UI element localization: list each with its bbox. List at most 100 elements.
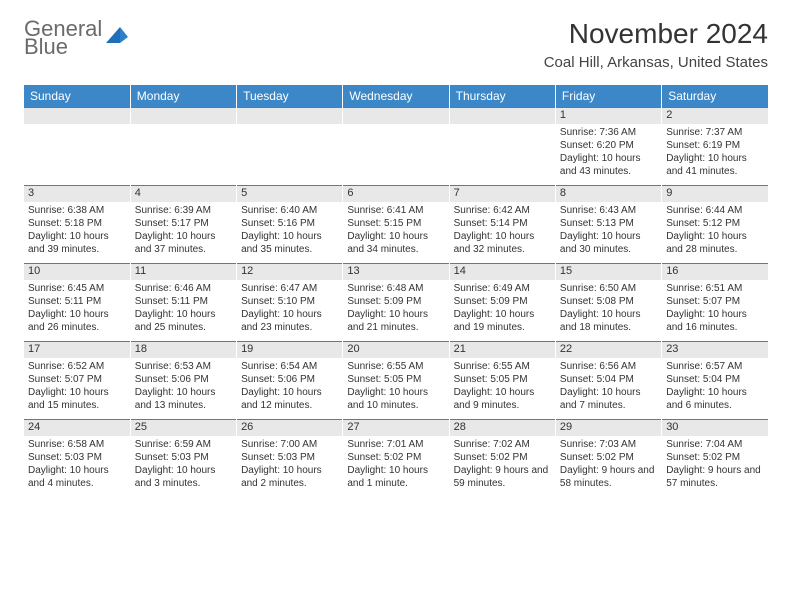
daylight-line: Daylight: 10 hours and 21 minutes. bbox=[347, 308, 444, 334]
sunrise-line: Sunrise: 7:02 AM bbox=[454, 438, 551, 451]
day-content-cell: Sunrise: 6:55 AMSunset: 5:05 PMDaylight:… bbox=[449, 358, 555, 420]
sunrise-line: Sunrise: 6:49 AM bbox=[454, 282, 551, 295]
day-content-cell: Sunrise: 6:55 AMSunset: 5:05 PMDaylight:… bbox=[343, 358, 449, 420]
day-number-cell: 25 bbox=[130, 420, 236, 436]
day-number-cell: 3 bbox=[24, 186, 130, 202]
day-content-cell: Sunrise: 6:53 AMSunset: 5:06 PMDaylight:… bbox=[130, 358, 236, 420]
day-content-cell: Sunrise: 7:37 AMSunset: 6:19 PMDaylight:… bbox=[662, 124, 768, 186]
content-row: Sunrise: 7:36 AMSunset: 6:20 PMDaylight:… bbox=[24, 124, 768, 186]
logo: General Blue bbox=[24, 18, 130, 58]
daylight-line: Daylight: 9 hours and 59 minutes. bbox=[454, 464, 551, 490]
day-content-cell: Sunrise: 6:46 AMSunset: 5:11 PMDaylight:… bbox=[130, 280, 236, 342]
header: General Blue November 2024 Coal Hill, Ar… bbox=[0, 0, 792, 77]
sunrise-line: Sunrise: 6:56 AM bbox=[560, 360, 657, 373]
sunset-line: Sunset: 5:07 PM bbox=[28, 373, 126, 386]
logo-text-block: General Blue bbox=[24, 18, 102, 58]
sunset-line: Sunset: 5:12 PM bbox=[666, 217, 764, 230]
day-header: Wednesday bbox=[343, 85, 449, 108]
daylight-line: Daylight: 10 hours and 7 minutes. bbox=[560, 386, 657, 412]
day-content-cell: Sunrise: 7:00 AMSunset: 5:03 PMDaylight:… bbox=[237, 436, 343, 498]
daylight-line: Daylight: 10 hours and 4 minutes. bbox=[28, 464, 126, 490]
sunset-line: Sunset: 5:03 PM bbox=[28, 451, 126, 464]
day-content-cell: Sunrise: 6:49 AMSunset: 5:09 PMDaylight:… bbox=[449, 280, 555, 342]
daylight-line: Daylight: 10 hours and 39 minutes. bbox=[28, 230, 126, 256]
day-number-cell: 26 bbox=[237, 420, 343, 436]
sunrise-line: Sunrise: 6:41 AM bbox=[347, 204, 444, 217]
sunset-line: Sunset: 5:11 PM bbox=[28, 295, 126, 308]
daylight-line: Daylight: 10 hours and 32 minutes. bbox=[454, 230, 551, 256]
day-number-cell: 6 bbox=[343, 186, 449, 202]
daylight-line: Daylight: 10 hours and 35 minutes. bbox=[241, 230, 338, 256]
day-content-cell: Sunrise: 6:42 AMSunset: 5:14 PMDaylight:… bbox=[449, 202, 555, 264]
day-content-cell: Sunrise: 6:52 AMSunset: 5:07 PMDaylight:… bbox=[24, 358, 130, 420]
day-number-cell: 7 bbox=[449, 186, 555, 202]
day-number-cell: 1 bbox=[555, 108, 661, 124]
sunset-line: Sunset: 5:15 PM bbox=[347, 217, 444, 230]
sunrise-line: Sunrise: 6:43 AM bbox=[560, 204, 657, 217]
sunset-line: Sunset: 6:20 PM bbox=[560, 139, 657, 152]
day-header: Friday bbox=[555, 85, 661, 108]
sunset-line: Sunset: 5:06 PM bbox=[135, 373, 232, 386]
sunrise-line: Sunrise: 6:55 AM bbox=[347, 360, 444, 373]
daylight-line: Daylight: 10 hours and 3 minutes. bbox=[135, 464, 232, 490]
day-content-cell: Sunrise: 6:57 AMSunset: 5:04 PMDaylight:… bbox=[662, 358, 768, 420]
calendar-body: 12Sunrise: 7:36 AMSunset: 6:20 PMDayligh… bbox=[24, 108, 768, 498]
day-number-cell: 21 bbox=[449, 342, 555, 358]
daynum-row: 12 bbox=[24, 108, 768, 124]
day-number-cell: 24 bbox=[24, 420, 130, 436]
calendar-header-row: SundayMondayTuesdayWednesdayThursdayFrid… bbox=[24, 85, 768, 108]
daylight-line: Daylight: 10 hours and 1 minute. bbox=[347, 464, 444, 490]
sunrise-line: Sunrise: 7:03 AM bbox=[560, 438, 657, 451]
day-content-cell: Sunrise: 6:43 AMSunset: 5:13 PMDaylight:… bbox=[555, 202, 661, 264]
daylight-line: Daylight: 10 hours and 16 minutes. bbox=[666, 308, 764, 334]
day-content-cell: Sunrise: 6:40 AMSunset: 5:16 PMDaylight:… bbox=[237, 202, 343, 264]
daylight-line: Daylight: 10 hours and 2 minutes. bbox=[241, 464, 338, 490]
sunset-line: Sunset: 5:18 PM bbox=[28, 217, 126, 230]
day-content-cell: Sunrise: 6:48 AMSunset: 5:09 PMDaylight:… bbox=[343, 280, 449, 342]
day-number-cell: 16 bbox=[662, 264, 768, 280]
day-number-cell: 19 bbox=[237, 342, 343, 358]
daylight-line: Daylight: 10 hours and 18 minutes. bbox=[560, 308, 657, 334]
sunset-line: Sunset: 5:11 PM bbox=[135, 295, 232, 308]
sunset-line: Sunset: 5:09 PM bbox=[454, 295, 551, 308]
sunset-line: Sunset: 5:04 PM bbox=[666, 373, 764, 386]
sunrise-line: Sunrise: 6:51 AM bbox=[666, 282, 764, 295]
sunset-line: Sunset: 5:02 PM bbox=[347, 451, 444, 464]
daylight-line: Daylight: 9 hours and 58 minutes. bbox=[560, 464, 657, 490]
day-content-cell: Sunrise: 6:51 AMSunset: 5:07 PMDaylight:… bbox=[662, 280, 768, 342]
sunset-line: Sunset: 5:03 PM bbox=[135, 451, 232, 464]
sunset-line: Sunset: 5:03 PM bbox=[241, 451, 338, 464]
day-number-cell: 22 bbox=[555, 342, 661, 358]
sunrise-line: Sunrise: 6:44 AM bbox=[666, 204, 764, 217]
sunrise-line: Sunrise: 6:40 AM bbox=[241, 204, 338, 217]
day-content-cell: Sunrise: 7:02 AMSunset: 5:02 PMDaylight:… bbox=[449, 436, 555, 498]
content-row: Sunrise: 6:38 AMSunset: 5:18 PMDaylight:… bbox=[24, 202, 768, 264]
day-content-cell: Sunrise: 6:45 AMSunset: 5:11 PMDaylight:… bbox=[24, 280, 130, 342]
sunrise-line: Sunrise: 6:53 AM bbox=[135, 360, 232, 373]
daylight-line: Daylight: 10 hours and 30 minutes. bbox=[560, 230, 657, 256]
day-number-cell: 23 bbox=[662, 342, 768, 358]
daynum-row: 10111213141516 bbox=[24, 264, 768, 280]
day-number-cell: 20 bbox=[343, 342, 449, 358]
daylight-line: Daylight: 10 hours and 23 minutes. bbox=[241, 308, 338, 334]
sunrise-line: Sunrise: 6:58 AM bbox=[28, 438, 126, 451]
sunrise-line: Sunrise: 6:52 AM bbox=[28, 360, 126, 373]
day-content-cell: Sunrise: 7:03 AMSunset: 5:02 PMDaylight:… bbox=[555, 436, 661, 498]
day-number-cell: 28 bbox=[449, 420, 555, 436]
content-row: Sunrise: 6:58 AMSunset: 5:03 PMDaylight:… bbox=[24, 436, 768, 498]
day-content-cell: Sunrise: 6:58 AMSunset: 5:03 PMDaylight:… bbox=[24, 436, 130, 498]
sunrise-line: Sunrise: 6:55 AM bbox=[454, 360, 551, 373]
day-number-cell bbox=[449, 108, 555, 124]
sunset-line: Sunset: 5:09 PM bbox=[347, 295, 444, 308]
day-content-cell: Sunrise: 7:36 AMSunset: 6:20 PMDaylight:… bbox=[555, 124, 661, 186]
daylight-line: Daylight: 10 hours and 12 minutes. bbox=[241, 386, 338, 412]
sunset-line: Sunset: 5:13 PM bbox=[560, 217, 657, 230]
sunset-line: Sunset: 5:04 PM bbox=[560, 373, 657, 386]
day-number-cell: 30 bbox=[662, 420, 768, 436]
day-content-cell bbox=[343, 124, 449, 186]
day-content-cell: Sunrise: 7:01 AMSunset: 5:02 PMDaylight:… bbox=[343, 436, 449, 498]
sunset-line: Sunset: 5:02 PM bbox=[454, 451, 551, 464]
sunrise-line: Sunrise: 7:37 AM bbox=[666, 126, 764, 139]
sunrise-line: Sunrise: 7:04 AM bbox=[666, 438, 764, 451]
sunset-line: Sunset: 5:08 PM bbox=[560, 295, 657, 308]
